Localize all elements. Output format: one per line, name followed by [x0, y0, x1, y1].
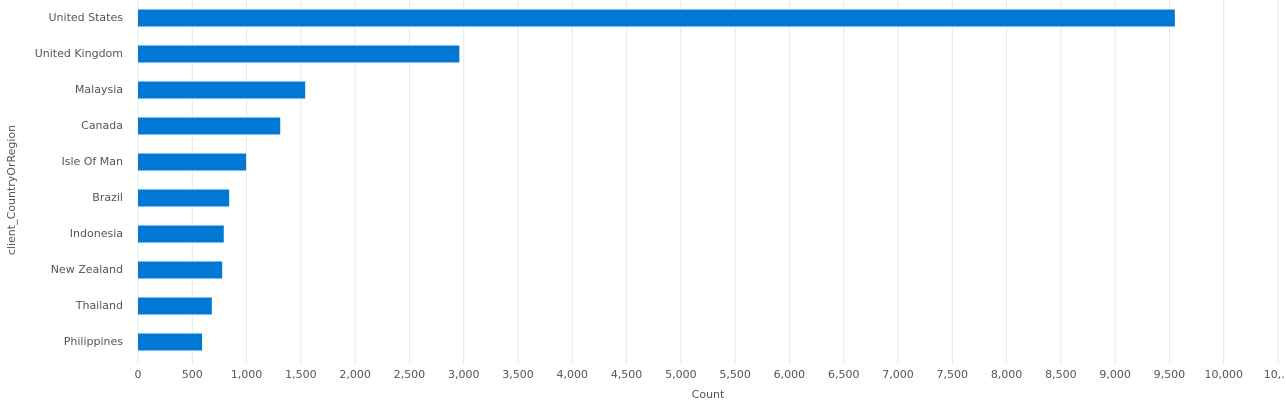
- y-tick-label: Canada: [81, 119, 123, 132]
- x-tick-label: 2,000: [339, 368, 371, 381]
- x-tick-label: 2,500: [394, 368, 426, 381]
- x-tick-label: 10,000: [1204, 368, 1243, 381]
- y-tick-label: New Zealand: [51, 263, 123, 276]
- y-tick-label: Malaysia: [75, 83, 123, 96]
- x-tick-label: 7,000: [882, 368, 914, 381]
- x-tick-label: 8,000: [991, 368, 1023, 381]
- bar: [138, 333, 203, 351]
- x-tick-label: 3,500: [502, 368, 534, 381]
- x-tick-label: 5,500: [719, 368, 751, 381]
- x-tick-label: 6,000: [774, 368, 806, 381]
- x-axis-title: Count: [692, 388, 725, 401]
- bar: [138, 9, 1175, 27]
- x-tick-label: 5,000: [665, 368, 697, 381]
- x-tick-label: 500: [182, 368, 203, 381]
- x-tick-label: 6,500: [828, 368, 860, 381]
- y-axis-title: client_CountryOrRegion: [5, 125, 18, 255]
- y-tick-label: Brazil: [92, 191, 123, 204]
- x-tick-label: 7,500: [937, 368, 969, 381]
- x-tick-label: 4,500: [611, 368, 643, 381]
- y-tick-label: Isle Of Man: [61, 155, 123, 168]
- x-tick-label: 3,000: [448, 368, 480, 381]
- x-tick-label: 0: [135, 368, 142, 381]
- y-tick-label: United States: [49, 11, 124, 24]
- x-tick-label: 10,…: [1264, 368, 1286, 381]
- y-tick-label: Indonesia: [70, 227, 123, 240]
- y-tick-label: United Kingdom: [35, 47, 123, 60]
- x-tick-label: 9,000: [1099, 368, 1131, 381]
- bar: [138, 153, 247, 171]
- bar: [138, 225, 224, 243]
- bar: [138, 297, 212, 315]
- x-tick-label: 4,000: [557, 368, 589, 381]
- bar: [138, 81, 306, 99]
- bar: [138, 189, 230, 207]
- y-tick-label: Philippines: [64, 335, 124, 348]
- x-tick-label: 1,500: [285, 368, 317, 381]
- bar: [138, 261, 223, 279]
- bar: [138, 117, 281, 135]
- x-tick-label: 9,500: [1154, 368, 1186, 381]
- y-tick-label: Thailand: [75, 299, 123, 312]
- x-tick-label: 1,000: [231, 368, 263, 381]
- bar: [138, 45, 460, 63]
- x-tick-label: 8,500: [1045, 368, 1077, 381]
